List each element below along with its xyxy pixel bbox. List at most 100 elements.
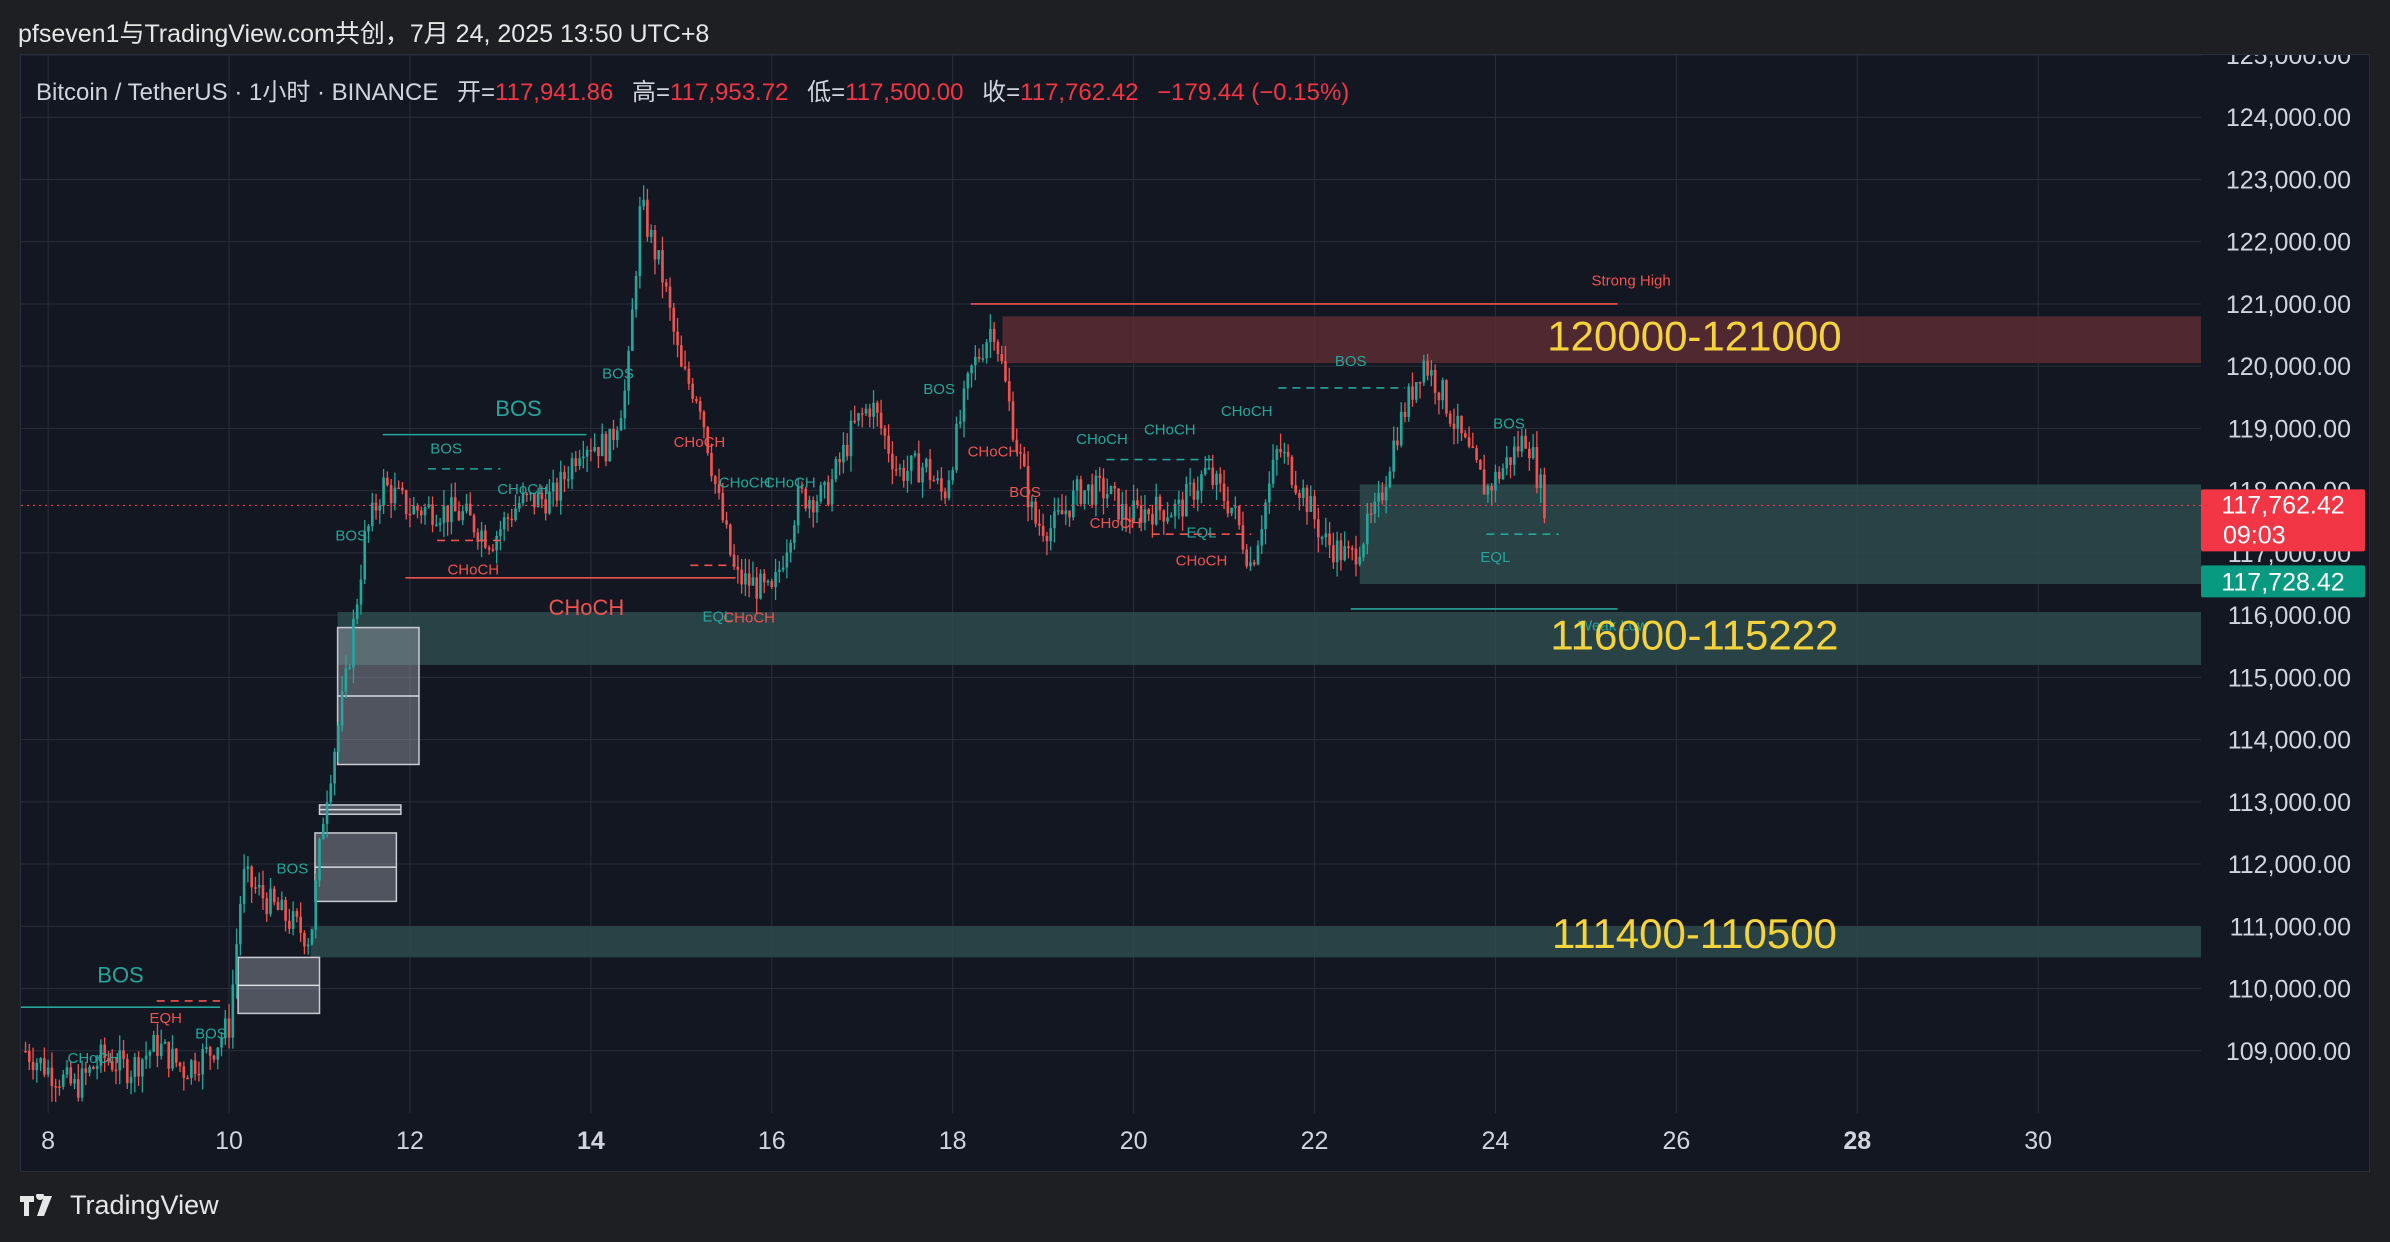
- candle-body: [144, 1055, 148, 1060]
- candle-body: [808, 500, 811, 509]
- zone-label: 111400-110500: [1552, 910, 1837, 957]
- candle-body: [966, 373, 970, 389]
- candle-body: [1445, 380, 1448, 414]
- price-chart[interactable]: BOSEQHBOSCHoCHBOSBOSBOSBOSCHoCHCHoCHCHoC…: [21, 55, 2371, 1173]
- candle-body: [340, 691, 344, 726]
- candle-body: [382, 477, 385, 506]
- candle-body: [1456, 415, 1460, 429]
- candle-body: [623, 390, 627, 419]
- candle-body: [216, 1047, 220, 1060]
- candle-body: [506, 517, 510, 519]
- chart-title: pfseven1与TradingView.com共创，7月 24, 2025 1…: [18, 20, 710, 48]
- candle-body: [898, 467, 902, 470]
- candle-body: [1173, 503, 1177, 516]
- candle-body: [1128, 519, 1132, 522]
- candle-body: [525, 493, 529, 496]
- candle-body: [1049, 528, 1053, 542]
- x-tick-label: 22: [1301, 1127, 1329, 1155]
- candle-body: [84, 1068, 88, 1073]
- candle-body: [65, 1067, 69, 1075]
- tradingview-logo-icon[interactable]: [20, 1193, 60, 1218]
- candle-body: [827, 482, 830, 505]
- x-tick-label: 28: [1843, 1127, 1871, 1155]
- candle-body: [99, 1044, 103, 1066]
- candle-body: [1426, 360, 1429, 376]
- candle-body: [604, 434, 608, 462]
- candle-body: [1294, 485, 1298, 493]
- candle-body: [1335, 540, 1339, 563]
- candle-body: [352, 619, 355, 668]
- candle-body: [465, 503, 468, 512]
- candle-body: [1271, 459, 1275, 484]
- ohlc-legend: Bitcoin / TetherUS · 1小时 · BINANCE 开=117…: [36, 72, 1349, 107]
- candle-body: [612, 428, 615, 441]
- candle-body: [1365, 513, 1369, 545]
- candle-body: [1347, 546, 1350, 549]
- candle-body: [1494, 471, 1497, 491]
- candle-body: [566, 479, 570, 481]
- x-tick-label: 10: [215, 1127, 243, 1155]
- candle-body: [1505, 457, 1509, 469]
- chart-area[interactable]: BOS EQH BOS CHoCH BOS BOS BOS BOS CHoCH CHoCH CHoC…: [20, 54, 2370, 1172]
- candle-body: [563, 471, 566, 480]
- candle-body: [1188, 482, 1192, 485]
- candle-body: [438, 522, 442, 525]
- candle-body: [344, 667, 348, 692]
- candle-body: [1324, 533, 1328, 538]
- candle-body: [389, 485, 393, 504]
- candle-body: [1000, 354, 1004, 362]
- change-value: −179.44 (−0.15%): [1157, 79, 1350, 106]
- candle-body: [736, 566, 740, 570]
- candle-body: [272, 888, 276, 903]
- candle-body: [31, 1061, 35, 1071]
- candle-body: [1460, 415, 1463, 434]
- candle-body: [1117, 488, 1120, 520]
- candle-body: [329, 783, 333, 803]
- candle-body: [936, 478, 939, 481]
- candle-body: [1226, 501, 1230, 514]
- candle-body: [1234, 506, 1237, 508]
- structure-label: CHoCH: [1144, 422, 1196, 439]
- candle-body: [770, 580, 774, 588]
- candle-body: [1004, 361, 1007, 382]
- candle-body: [710, 452, 713, 477]
- candle-body: [193, 1060, 197, 1074]
- structure-label: EQH: [149, 1010, 182, 1027]
- candle-body: [970, 365, 973, 374]
- candle-body: [1071, 490, 1075, 518]
- candle-body: [446, 505, 449, 523]
- symbol-label[interactable]: Bitcoin / TetherUS · 1小时 · BINANCE: [36, 79, 439, 106]
- candle-body: [955, 423, 958, 471]
- candle-body: [943, 491, 947, 499]
- candle-body: [1120, 504, 1124, 520]
- candle-body: [246, 866, 250, 870]
- candle-body: [484, 530, 487, 548]
- structure-label: BOS: [277, 860, 309, 877]
- candle-body: [664, 282, 668, 287]
- structure-label: CHoCH: [1090, 515, 1142, 532]
- candle-body: [314, 880, 318, 930]
- candle-body: [1482, 469, 1486, 495]
- candle-body: [1283, 451, 1286, 454]
- candle-body: [1392, 440, 1395, 472]
- candle-body: [868, 408, 872, 417]
- candle-body: [1298, 492, 1301, 498]
- candle-body: [1396, 440, 1399, 446]
- footer-brand[interactable]: TradingView: [70, 1190, 219, 1220]
- candle-body: [619, 418, 623, 431]
- candle-body: [1094, 475, 1098, 505]
- candle-body: [401, 487, 404, 491]
- candle-body: [1448, 413, 1452, 424]
- candle-body: [1279, 448, 1282, 453]
- candle-body: [729, 524, 732, 555]
- candle-body: [657, 250, 661, 260]
- candle-body: [1222, 483, 1226, 502]
- candle-body: [1109, 485, 1113, 494]
- candle-body: [171, 1048, 174, 1069]
- candle-body: [408, 513, 412, 516]
- structure-label: EQL: [703, 608, 733, 625]
- candle-body: [1313, 496, 1316, 520]
- candle-body: [510, 518, 514, 521]
- candle-body: [1275, 448, 1279, 460]
- candle-body: [1026, 466, 1030, 508]
